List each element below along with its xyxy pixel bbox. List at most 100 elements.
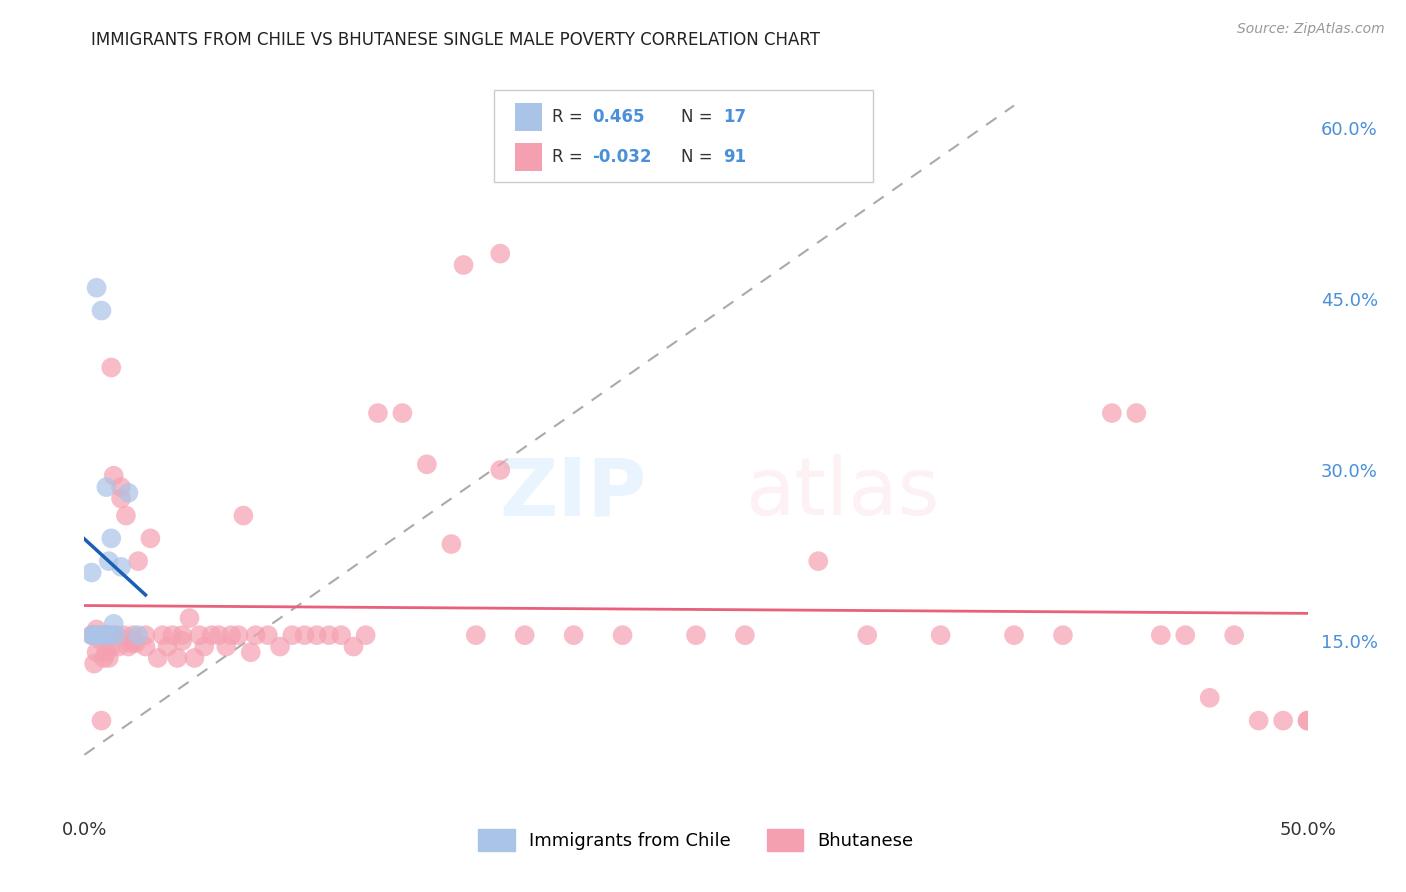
Point	[127, 628, 149, 642]
Point	[562, 628, 585, 642]
Point	[100, 360, 122, 375]
Point	[166, 651, 188, 665]
Text: Source: ZipAtlas.com: Source: ZipAtlas.com	[1237, 22, 1385, 37]
Point	[103, 468, 125, 483]
Point	[146, 651, 169, 665]
Point	[97, 628, 120, 642]
Point	[318, 628, 340, 642]
Point	[103, 628, 125, 642]
Point	[228, 628, 250, 642]
Point	[208, 628, 231, 642]
Text: 17: 17	[723, 109, 747, 127]
Text: R =: R =	[551, 109, 588, 127]
Point	[1223, 628, 1246, 642]
Point	[100, 640, 122, 654]
Point	[172, 628, 194, 642]
Text: atlas: atlas	[745, 454, 939, 533]
Text: 0.465: 0.465	[592, 109, 644, 127]
Point	[90, 714, 112, 728]
Point	[96, 480, 118, 494]
Point	[685, 628, 707, 642]
Point	[110, 559, 132, 574]
Point	[440, 537, 463, 551]
Point	[1150, 628, 1173, 642]
Point	[219, 628, 242, 642]
Point	[416, 458, 439, 472]
Point	[257, 628, 280, 642]
Point	[330, 628, 353, 642]
Point	[96, 628, 118, 642]
Point	[93, 651, 115, 665]
Point	[110, 491, 132, 506]
Text: ZIP: ZIP	[499, 454, 647, 533]
Point	[93, 628, 115, 642]
Point	[453, 258, 475, 272]
Point	[1174, 628, 1197, 642]
Text: N =: N =	[682, 109, 718, 127]
Text: IMMIGRANTS FROM CHILE VS BHUTANESE SINGLE MALE POVERTY CORRELATION CHART: IMMIGRANTS FROM CHILE VS BHUTANESE SINGL…	[91, 31, 820, 49]
Point	[1052, 628, 1074, 642]
Point	[122, 633, 145, 648]
Point	[188, 628, 211, 642]
Point	[245, 628, 267, 642]
Point	[80, 628, 103, 642]
Point	[96, 645, 118, 659]
Point	[734, 628, 756, 642]
Point	[122, 628, 145, 642]
Point	[117, 640, 139, 654]
Point	[1002, 628, 1025, 642]
FancyBboxPatch shape	[515, 144, 541, 171]
Point	[239, 645, 262, 659]
Point	[105, 628, 128, 642]
Point	[1296, 714, 1319, 728]
Point	[87, 628, 110, 642]
Point	[856, 628, 879, 642]
Point	[464, 628, 486, 642]
Point	[354, 628, 377, 642]
Point	[162, 628, 184, 642]
Point	[97, 554, 120, 568]
Point	[367, 406, 389, 420]
Point	[391, 406, 413, 420]
Point	[305, 628, 328, 642]
Text: -0.032: -0.032	[592, 148, 651, 167]
Point	[269, 640, 291, 654]
Point	[193, 640, 215, 654]
Point	[97, 651, 120, 665]
Point	[90, 303, 112, 318]
Point	[117, 485, 139, 500]
Point	[172, 633, 194, 648]
Point	[281, 628, 304, 642]
Point	[807, 554, 830, 568]
Point	[489, 246, 512, 260]
Point	[112, 628, 135, 642]
Point	[97, 628, 120, 642]
Point	[120, 636, 142, 650]
Point	[1101, 406, 1123, 420]
Point	[80, 628, 103, 642]
Point	[83, 657, 105, 671]
Point	[489, 463, 512, 477]
Point	[83, 628, 105, 642]
Text: 91: 91	[723, 148, 747, 167]
Point	[87, 628, 110, 642]
Point	[1125, 406, 1147, 420]
Point	[86, 623, 108, 637]
Point	[342, 640, 364, 654]
Point	[93, 628, 115, 642]
Point	[125, 636, 148, 650]
Point	[83, 628, 105, 642]
Point	[1296, 714, 1319, 728]
Point	[1247, 714, 1270, 728]
Point	[1198, 690, 1220, 705]
Point	[612, 628, 634, 642]
Point	[1272, 714, 1295, 728]
Point	[294, 628, 316, 642]
Point	[156, 640, 179, 654]
Point	[135, 628, 157, 642]
Point	[105, 628, 128, 642]
Point	[152, 628, 174, 642]
Point	[127, 554, 149, 568]
Point	[135, 640, 157, 654]
Point	[100, 532, 122, 546]
